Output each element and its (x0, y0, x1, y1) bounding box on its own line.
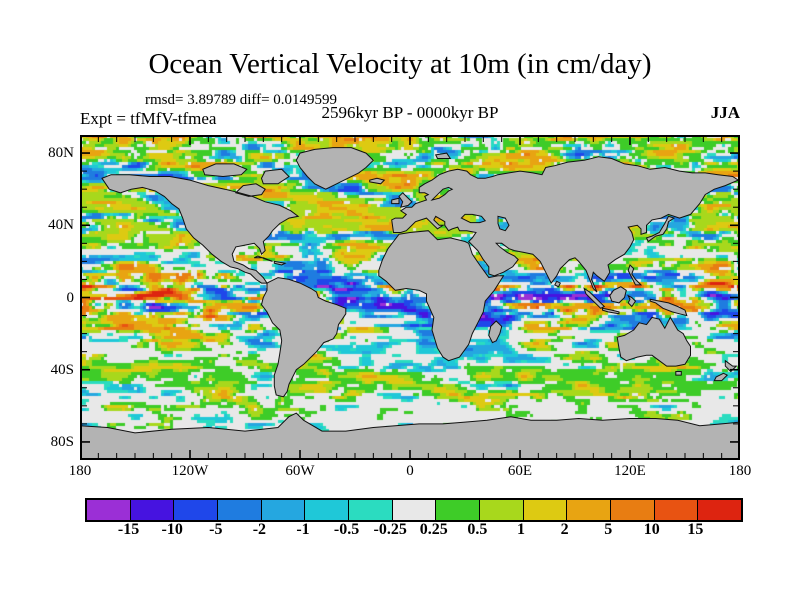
lat-tick-label: 80N (48, 145, 74, 162)
colorbar-tick-label: -5 (209, 521, 223, 538)
lat-tick-label: 80S (50, 433, 74, 450)
colorbar-segment (349, 500, 393, 520)
colorbar-segment (130, 500, 175, 520)
colorbar-segment (567, 500, 612, 520)
page-title: Ocean Vertical Velocity at 10m (in cm/da… (148, 48, 652, 80)
lon-tick-label: 180 (728, 463, 752, 479)
colorbar-segment (480, 500, 524, 520)
colorbar-segment (218, 500, 262, 520)
lat-tick-label: 40S (50, 361, 74, 378)
lat-tick-label: 40N (48, 217, 74, 234)
colorbar-segment (698, 500, 742, 520)
colorbar-tick-label: -0.25 (373, 521, 407, 538)
colorbar-tick-label: -1 (296, 521, 310, 538)
colorbar-segment (174, 500, 219, 520)
period-label: 2596kyr BP - 0000kyr BP (321, 103, 499, 122)
colorbar-tick-label: 5 (604, 521, 613, 538)
experiment-label: Expt = tfMfV-tfmea (80, 109, 217, 128)
colorbar-segment (654, 500, 699, 520)
colorbar-tick-label: -10 (161, 521, 183, 538)
lon-tick-label: 120E (614, 463, 646, 479)
lat-tick-label: 0 (66, 289, 75, 306)
lon-tick-label: 180 (68, 463, 92, 479)
colorbar-tick-label: -15 (117, 521, 140, 538)
lon-tick-label: 60W (285, 463, 315, 479)
colorbar-tick-label: 0.5 (467, 521, 488, 538)
colorbar-segment (261, 500, 306, 520)
colorbar (85, 498, 743, 522)
rmsd-diff-label: rmsd= 3.89789 diff= 0.0149599 (145, 92, 338, 108)
lon-tick-label: 60E (507, 463, 533, 479)
colorbar-tick-label: 1 (517, 521, 525, 538)
map-frame-ticks (80, 135, 740, 460)
colorbar-tick-label: 15 (687, 521, 704, 538)
colorbar-segment (523, 500, 568, 520)
lon-tick-label: 0 (406, 463, 414, 479)
colorbar-tick-label: 2 (560, 521, 569, 538)
world-map-plot (80, 135, 740, 460)
colorbar-tick-label: 0.25 (419, 521, 448, 538)
colorbar-segment (392, 500, 437, 520)
map-border (80, 135, 740, 460)
colorbar-segment (305, 500, 350, 520)
colorbar-segment (611, 500, 655, 520)
colorbar-tick-label: 10 (643, 521, 660, 538)
season-label: JJA (710, 103, 740, 122)
land-overlay (80, 147, 740, 460)
continents-path (80, 147, 740, 460)
colorbar-segment (87, 500, 131, 520)
colorbar-segment (436, 500, 481, 520)
lon-tick-label: 120W (171, 463, 209, 479)
colorbar-tick-label: -0.5 (333, 521, 360, 538)
colorbar-tick-label: -2 (252, 521, 267, 538)
